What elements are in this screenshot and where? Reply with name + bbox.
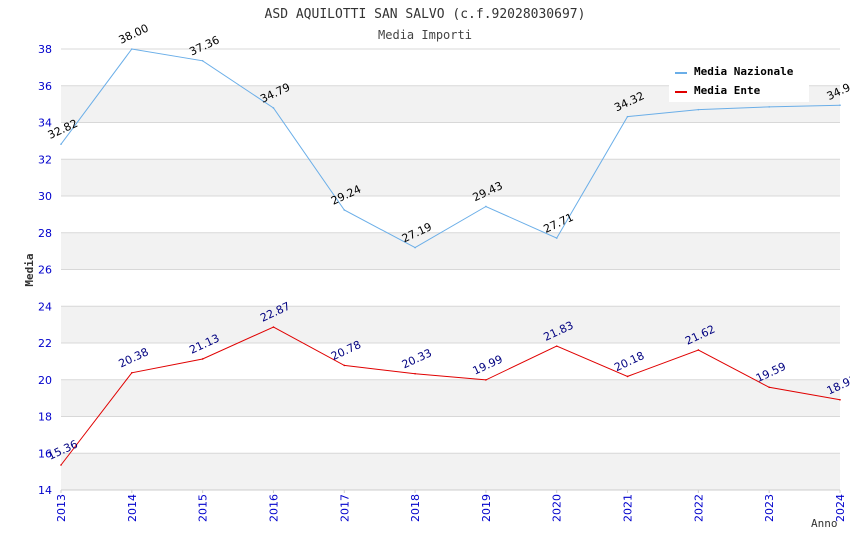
data-point-media-ente [201,358,204,360]
data-point-media-ente [131,371,133,374]
y-tick-label: 20 [38,374,52,387]
data-point-media-nazionale [768,106,770,108]
x-tick-label: 2018 [409,494,422,522]
y-axis-label: Media [23,253,36,286]
data-point-media-ente [768,386,770,389]
data-label-media-ente: 20.38 [117,345,151,370]
y-tick-label: 34 [38,117,52,130]
legend-label-media-nazionale: Media Nazionale [694,65,794,78]
data-point-media-nazionale [60,143,62,145]
data-point-media-ente [626,375,629,378]
data-point-media-ente [839,398,841,401]
data-label-media-ente: 18.91 [825,372,850,397]
y-tick-label: 14 [38,484,52,497]
grid-band [61,306,840,343]
data-point-media-ente [485,379,487,381]
data-point-media-nazionale [201,59,204,62]
data-label-media-nazionale: 27.71 [542,211,576,236]
data-point-media-nazionale [485,205,487,208]
series-line-media-nazionale [60,48,841,249]
x-tick-label: 2022 [692,494,705,522]
data-point-media-nazionale [272,107,275,109]
data-point-media-ente [272,326,275,328]
y-tick-label: 30 [38,190,52,203]
x-tick-label: 2014 [126,494,139,522]
y-tick-label: 26 [38,264,52,277]
data-label-media-nazionale: 38.00 [117,22,151,47]
grid-band [61,159,840,196]
x-tick-label: 2020 [551,494,564,522]
data-point-media-ente [697,349,700,351]
x-axis-label: Anno [811,517,838,530]
grid-band [61,232,840,270]
data-label-media-nazionale: 37.36 [187,33,221,58]
x-tick-label: 2015 [197,494,210,522]
legend-label-media-ente: Media Ente [694,84,761,97]
series-line-media-ente [60,326,841,466]
data-label-media-ente: 20.33 [400,346,434,371]
x-tick-label: 2013 [55,494,68,522]
data-label-media-ente: 20.18 [612,349,646,374]
data-point-media-nazionale [414,246,416,249]
data-point-media-ente [555,345,558,347]
data-point-media-nazionale [555,237,558,239]
y-tick-label: 28 [38,227,52,240]
gridlines [61,48,840,491]
grid-band [61,379,840,417]
y-tick-label: 22 [38,337,52,350]
y-axis-ticks: 14 16 18 20 22 24 26 28 30 32 34 36 38 [38,43,52,497]
x-tick-label: 2019 [480,494,493,522]
y-tick-label: 16 [38,447,52,460]
data-point-media-nazionale [839,104,841,107]
data-point-media-ente [60,464,62,466]
data-point-media-ente [343,364,346,367]
data-point-media-nazionale [626,115,629,118]
data-label-media-nazionale: 34.94 [825,78,850,103]
chart-title: ASD AQUILOTTI SAN SALVO (c.f.92028030697… [265,7,586,22]
x-tick-label: 2016 [267,494,280,522]
data-point-media-nazionale [131,48,133,50]
legend-box [669,60,809,102]
series-group [60,48,841,466]
x-tick-label: 2023 [763,494,776,522]
x-axis-ticks: 2013 2014 2015 2016 2017 2018 2019 2020 2021 2022… [55,490,847,522]
data-point-media-ente [414,372,416,375]
data-point-media-nazionale [343,209,346,211]
y-tick-label: 32 [38,153,52,166]
x-tick-label: 2024 [834,494,847,522]
legend: Media Nazionale Media Ente [669,60,809,102]
y-tick-label: 18 [38,411,52,424]
y-tick-label: 36 [38,80,52,93]
y-tick-label: 38 [38,43,52,56]
x-tick-label: 2017 [338,494,351,522]
x-tick-label: 2021 [622,494,635,522]
y-tick-label: 24 [38,300,52,313]
grid-band [61,453,840,490]
chart-subtitle: Media Importi [378,28,472,42]
plot-background-bands [61,85,840,490]
data-point-media-nazionale [697,108,700,111]
